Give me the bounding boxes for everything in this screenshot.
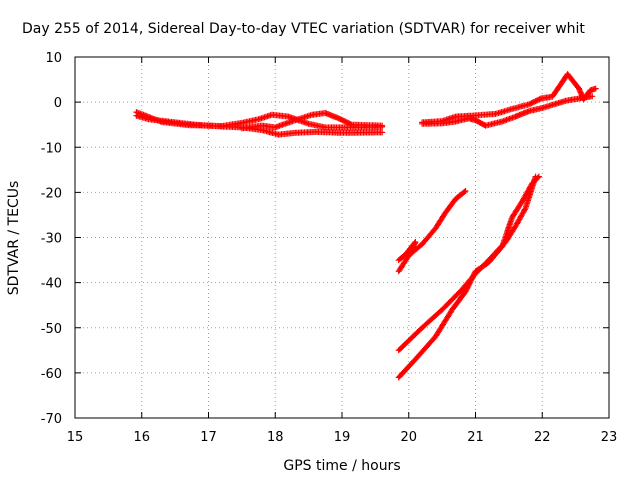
x-tick-label: 17 (200, 430, 217, 445)
y-tick-label: -10 (41, 141, 62, 156)
x-tick-label: 22 (534, 430, 551, 445)
plus-markers (395, 173, 539, 354)
y-tick-label: -60 (41, 367, 62, 382)
x-tick-label: 18 (267, 430, 284, 445)
y-tick-label: -20 (41, 186, 62, 201)
x-tick-label: 20 (400, 430, 417, 445)
series-0 (133, 71, 599, 381)
y-tick-label: -40 (41, 277, 62, 292)
data-segment (395, 188, 469, 275)
x-tick-label: 19 (334, 430, 351, 445)
data-segment (395, 173, 539, 354)
plus-markers (395, 188, 469, 275)
y-tick-label: 0 (54, 96, 62, 111)
y-tick-label: 10 (45, 51, 62, 66)
data-segment (419, 71, 599, 126)
axis-ticks (74, 56, 610, 419)
plus-markers (395, 239, 419, 264)
tick-labels: 15 16 17 18 19 20 21 22 23 10 0 -10 -20 -30 -40 -50 -60 -… (41, 51, 618, 445)
data-segment (395, 239, 419, 264)
x-axis-label: GPS time / hours (283, 458, 400, 474)
y-tick-label: -30 (41, 232, 62, 247)
y-axis-label: SDTVAR / TECUs (6, 181, 22, 296)
plus-markers (395, 173, 542, 381)
data-layer (133, 71, 599, 381)
plus-markers (238, 110, 386, 132)
data-segment (238, 110, 386, 132)
x-tick-label: 21 (467, 430, 484, 445)
data-segment (395, 173, 542, 381)
plus-markers (419, 71, 599, 126)
x-tick-label: 15 (67, 430, 84, 445)
y-tick-label: -70 (41, 412, 62, 427)
x-tick-label: 16 (133, 430, 150, 445)
y-tick-label: -50 (41, 322, 62, 337)
x-tick-label: 23 (601, 430, 618, 445)
chart-title: Day 255 of 2014, Sidereal Day-to-day VTE… (22, 21, 585, 37)
